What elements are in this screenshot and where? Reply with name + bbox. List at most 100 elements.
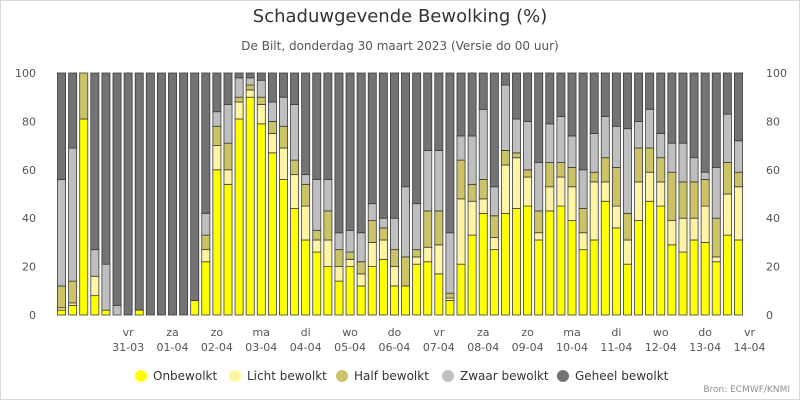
bar-segment-geheel-bewolkt [57, 72, 66, 180]
bar-segment-onbewolkt [190, 300, 200, 316]
bar-segment-zwaar-bewolkt [101, 263, 111, 311]
y-tick-label-right: 80 [766, 115, 780, 128]
bar-segment-licht-bewolkt [423, 246, 433, 263]
legend-label: Zwaar bewolkt [460, 369, 549, 383]
bar-segment-zwaar-bewolkt [312, 179, 322, 231]
bar-segment-geheel-bewolkt [356, 72, 366, 234]
bar-segment-licht-bewolkt [245, 89, 255, 98]
bar-segment-geheel-bewolkt [467, 72, 477, 137]
bar-segment-zwaar-bewolkt [678, 142, 688, 183]
bar-segment-geheel-bewolkt [134, 72, 144, 311]
x-date-label: 14-04 [734, 341, 766, 354]
bar-segment-onbewolkt [478, 212, 488, 316]
bar-segment-zwaar-bewolkt [445, 232, 455, 294]
bar-segment-zwaar-bewolkt [212, 111, 222, 127]
bar-segment-half-bewolkt [234, 96, 244, 103]
bar-segment-geheel-bewolkt [623, 72, 632, 130]
bar-segment-onbewolkt [534, 239, 544, 316]
bar-segment-geheel-bewolkt [711, 72, 721, 168]
y-tick-label-right: 100 [766, 67, 787, 80]
bar-segment-half-bewolkt [356, 261, 366, 275]
bar-segment-zwaar-bewolkt [578, 169, 588, 209]
bar-segment-onbewolkt [656, 205, 666, 316]
bar-segment-onbewolkt [722, 234, 732, 316]
bar-segment-geheel-bewolkt [378, 72, 388, 219]
bar-segment-zwaar-bewolkt [367, 203, 377, 222]
bar-segment-half-bewolkt [223, 142, 233, 171]
bar-segment-onbewolkt [512, 208, 521, 316]
bar-segment-zwaar-bewolkt [201, 212, 211, 236]
legend-item-licht-bewolkt[interactable]: Licht bewolkt [229, 367, 327, 385]
legend-item-geheel-bewolkt[interactable]: Geheel bewolkt [557, 367, 668, 385]
x-day-label: di [301, 326, 311, 339]
legend-item-onbewolkt[interactable]: Onbewolkt [135, 367, 217, 385]
bar-segment-half-bewolkt [456, 159, 466, 200]
bar-segment-geheel-bewolkt [689, 72, 699, 159]
legend-item-zwaar-bewolkt[interactable]: Zwaar bewolkt [442, 367, 549, 385]
bar-segment-onbewolkt [290, 208, 300, 316]
bar-segment-geheel-bewolkt [578, 72, 588, 171]
bar-segment-half-bewolkt [201, 234, 211, 251]
x-date-label: 05-04 [334, 341, 366, 354]
legend-label: Half bewolkt [354, 369, 429, 383]
bar-segment-onbewolkt [101, 309, 111, 316]
bar-segment-half-bewolkt [378, 227, 388, 241]
bar-segment-zwaar-bewolkt [645, 108, 655, 149]
legend: Onbewolkt Licht bewolkt Half bewolkt Zwa… [0, 367, 800, 385]
bar-segment-licht-bewolkt [500, 164, 510, 214]
bar-segment-half-bewolkt [212, 125, 222, 146]
bar-segment-geheel-bewolkt [700, 72, 710, 173]
x-date-label: 07-04 [423, 341, 455, 354]
legend-item-half-bewolkt[interactable]: Half bewolkt [336, 367, 429, 385]
bar-segment-half-bewolkt [489, 215, 499, 238]
bar-segment-licht-bewolkt [556, 176, 566, 207]
bar-segment-onbewolkt [456, 263, 466, 316]
bar-segment-zwaar-bewolkt [356, 232, 366, 263]
bar-segment-licht-bewolkt [722, 193, 732, 236]
bar-segment-licht-bewolkt [234, 101, 244, 120]
legend-marker-zwaar-bewolkt [442, 370, 454, 382]
y-tick-label-right: 0 [766, 309, 773, 322]
bar-segment-onbewolkt [645, 200, 655, 316]
y-tick-label-left: 0 [29, 309, 36, 322]
bar-segment-geheel-bewolkt [112, 72, 122, 306]
bar-segment-licht-bewolkt [523, 176, 533, 207]
bar-segment-onbewolkt [434, 273, 444, 316]
bar-segment-half-bewolkt [312, 229, 322, 241]
legend-label: Geheel bewolkt [575, 369, 669, 383]
bar-segment-licht-bewolkt [223, 169, 233, 185]
bar-segment-geheel-bewolkt [145, 72, 155, 316]
x-date-label: 31-03 [112, 341, 144, 354]
x-date-label: 06-04 [378, 341, 410, 354]
bar-segment-geheel-bewolkt [500, 72, 510, 86]
bar-segment-licht-bewolkt [623, 239, 632, 265]
bar-segment-licht-bewolkt [645, 171, 655, 202]
bar-segment-onbewolkt [312, 251, 322, 316]
bar-segment-half-bewolkt [390, 249, 399, 268]
bar-segment-onbewolkt [79, 118, 89, 316]
bar-segment-geheel-bewolkt [489, 72, 499, 188]
x-day-label: vr [123, 326, 135, 339]
bar-segment-zwaar-bewolkt [523, 121, 533, 171]
bar-segment-licht-bewolkt [600, 181, 610, 202]
legend-label: Licht bewolkt [247, 369, 327, 383]
bar-segment-licht-bewolkt [345, 258, 355, 267]
x-date-label: 04-04 [290, 341, 322, 354]
bar-segment-zwaar-bewolkt [634, 121, 644, 149]
bar-segment-licht-bewolkt [390, 266, 399, 287]
bar-segment-zwaar-bewolkt [534, 162, 544, 212]
bar-segment-onbewolkt [390, 285, 399, 316]
bar-segment-half-bewolkt [478, 179, 488, 200]
y-tick-label-right: 20 [766, 261, 780, 274]
bar-segment-zwaar-bewolkt [323, 179, 333, 212]
bar-segment-zwaar-bewolkt [334, 232, 344, 251]
y-tick-label-left: 60 [22, 164, 36, 177]
chart-title: Schaduwgevende Bewolking (%) [252, 6, 548, 27]
bar-segment-onbewolkt [578, 249, 588, 316]
bar-segment-geheel-bewolkt [123, 72, 133, 316]
bar-segment-licht-bewolkt [90, 275, 100, 297]
bar-segment-geheel-bewolkt [567, 72, 577, 137]
bar-segment-half-bewolkt [734, 171, 743, 188]
bar-segment-licht-bewolkt [378, 239, 388, 260]
